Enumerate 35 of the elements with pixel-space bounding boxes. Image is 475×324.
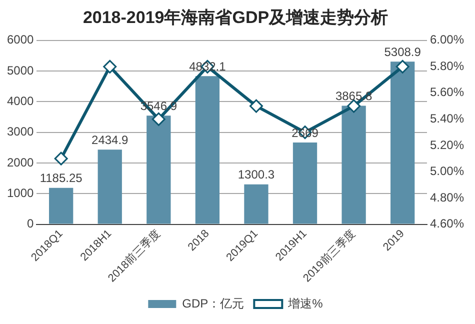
y2-tick-label: 5.60% [430,85,464,100]
bar [342,106,366,224]
bar [292,142,318,224]
point [103,60,117,74]
bar [390,62,415,224]
y-tick-label: 6000 [6,32,34,47]
y2-tick-label: 6.00% [430,32,464,47]
bar [195,76,220,224]
legend-label: GDP：亿元 [182,296,244,310]
data-label: 5308.9 [384,44,422,59]
data-label: 2434.9 [92,132,129,147]
bar [244,184,268,224]
bar [98,150,122,224]
y-tick-label: 3000 [6,124,34,139]
point [249,99,263,113]
y-tick-label: 1000 [6,186,34,200]
y2-tick-label: 4.80% [430,190,464,204]
y-tick-label: 4000 [6,94,34,108]
legend-label: 增速% [287,296,324,310]
point [152,112,166,126]
y-tick-label: 5000 [6,63,34,78]
y2-tick-label: 4.60% [430,216,464,231]
bar [146,116,171,224]
bar [49,188,74,224]
y-tick-label: 0 [27,216,34,231]
y2-tick-label: 5.00% [430,164,464,178]
chart-title: 2018-2019年海南省GDP及增速走势分析 [82,8,388,27]
y2-tick-label: 5.20% [430,138,464,152]
y-tick-label: 2000 [6,155,34,170]
y2-tick-label: 5.80% [430,58,464,73]
data-label: 1300.3 [238,168,275,182]
data-label: 1185.25 [40,171,83,186]
y2-tick-label: 5.40% [430,112,464,126]
point [54,152,68,166]
point [396,60,410,74]
